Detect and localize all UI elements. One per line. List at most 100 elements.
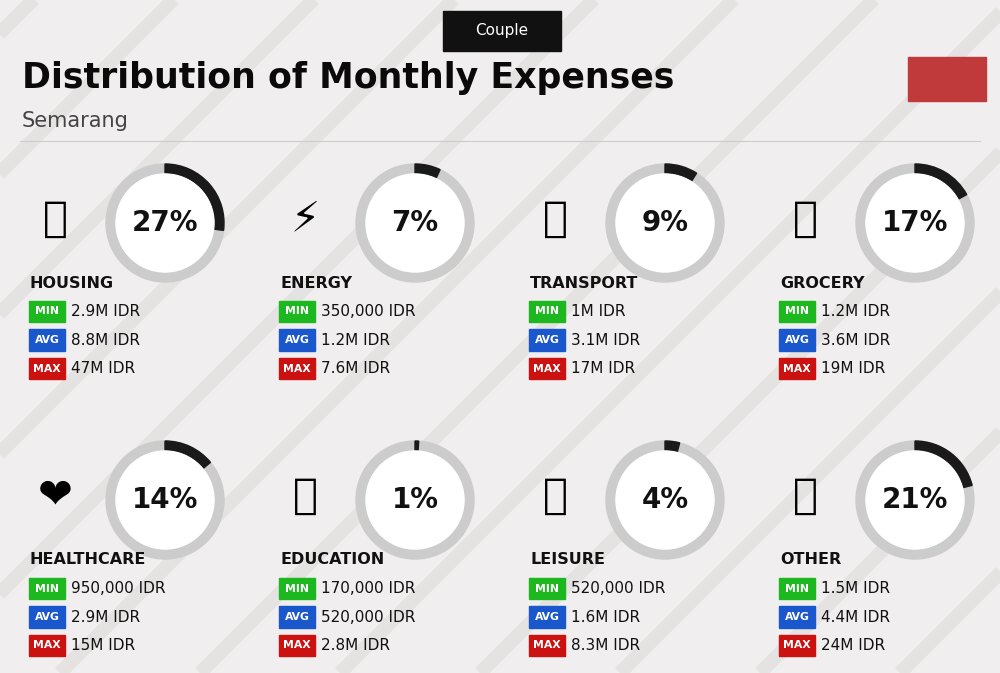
- Wedge shape: [415, 164, 440, 178]
- Circle shape: [616, 451, 714, 549]
- Wedge shape: [856, 164, 974, 282]
- Text: 🛍️: 🛍️: [543, 475, 568, 517]
- Text: 17%: 17%: [882, 209, 948, 237]
- FancyBboxPatch shape: [279, 606, 315, 628]
- FancyBboxPatch shape: [529, 635, 565, 656]
- FancyBboxPatch shape: [779, 635, 815, 656]
- FancyBboxPatch shape: [779, 577, 815, 599]
- FancyBboxPatch shape: [529, 358, 565, 380]
- Text: AVG: AVG: [35, 612, 59, 622]
- FancyBboxPatch shape: [29, 635, 65, 656]
- FancyBboxPatch shape: [29, 301, 65, 322]
- Text: ENERGY: ENERGY: [280, 275, 352, 291]
- Wedge shape: [165, 441, 210, 468]
- Text: 3.1M IDR: 3.1M IDR: [571, 332, 640, 347]
- Text: 1.5M IDR: 1.5M IDR: [821, 581, 890, 596]
- Text: 8.8M IDR: 8.8M IDR: [71, 332, 140, 347]
- Text: 9%: 9%: [642, 209, 688, 237]
- Text: MIN: MIN: [35, 583, 59, 594]
- Text: MAX: MAX: [283, 363, 311, 374]
- Text: HEALTHCARE: HEALTHCARE: [30, 553, 146, 567]
- Text: MIN: MIN: [785, 306, 809, 316]
- Text: OTHER: OTHER: [780, 553, 841, 567]
- FancyBboxPatch shape: [779, 301, 815, 322]
- Wedge shape: [415, 441, 419, 450]
- Text: 🏢: 🏢: [42, 198, 68, 240]
- Text: MIN: MIN: [35, 306, 59, 316]
- Text: 350,000 IDR: 350,000 IDR: [321, 304, 415, 319]
- Text: 1M IDR: 1M IDR: [571, 304, 626, 319]
- Text: 1.6M IDR: 1.6M IDR: [571, 610, 640, 625]
- Text: 💰: 💰: [793, 475, 818, 517]
- Text: MAX: MAX: [783, 641, 811, 651]
- Text: 3.6M IDR: 3.6M IDR: [821, 332, 890, 347]
- Text: MAX: MAX: [33, 641, 61, 651]
- Wedge shape: [606, 441, 724, 559]
- Text: 4.4M IDR: 4.4M IDR: [821, 610, 890, 625]
- Text: AVG: AVG: [535, 335, 559, 345]
- Text: 950,000 IDR: 950,000 IDR: [71, 581, 166, 596]
- Text: MAX: MAX: [33, 363, 61, 374]
- Text: 🎓: 🎓: [292, 475, 318, 517]
- Text: 2.9M IDR: 2.9M IDR: [71, 304, 140, 319]
- Text: MIN: MIN: [535, 306, 559, 316]
- Text: 2.9M IDR: 2.9M IDR: [71, 610, 140, 625]
- Wedge shape: [856, 441, 974, 559]
- Wedge shape: [356, 441, 474, 559]
- Text: 4%: 4%: [641, 486, 689, 514]
- FancyBboxPatch shape: [529, 606, 565, 628]
- Circle shape: [366, 174, 464, 272]
- Text: AVG: AVG: [285, 335, 309, 345]
- Text: LEISURE: LEISURE: [530, 553, 605, 567]
- Text: TRANSPORT: TRANSPORT: [530, 275, 638, 291]
- Text: 14%: 14%: [132, 486, 198, 514]
- FancyBboxPatch shape: [279, 577, 315, 599]
- FancyBboxPatch shape: [29, 577, 65, 599]
- Circle shape: [866, 174, 964, 272]
- Wedge shape: [606, 164, 724, 282]
- Text: Semarang: Semarang: [22, 111, 129, 131]
- Circle shape: [866, 451, 964, 549]
- Text: 17M IDR: 17M IDR: [571, 361, 635, 376]
- Text: MAX: MAX: [283, 641, 311, 651]
- Wedge shape: [106, 164, 224, 282]
- Text: 47M IDR: 47M IDR: [71, 361, 135, 376]
- Wedge shape: [106, 441, 224, 559]
- Text: 1.2M IDR: 1.2M IDR: [321, 332, 390, 347]
- Circle shape: [116, 174, 214, 272]
- FancyBboxPatch shape: [779, 329, 815, 351]
- Text: 🚌: 🚌: [543, 198, 568, 240]
- Wedge shape: [356, 164, 474, 282]
- Text: Distribution of Monthly Expenses: Distribution of Monthly Expenses: [22, 61, 674, 95]
- FancyBboxPatch shape: [279, 301, 315, 322]
- Text: 8.3M IDR: 8.3M IDR: [571, 638, 640, 653]
- Circle shape: [116, 451, 214, 549]
- Text: 15M IDR: 15M IDR: [71, 638, 135, 653]
- Text: 520,000 IDR: 520,000 IDR: [321, 610, 415, 625]
- FancyBboxPatch shape: [529, 577, 565, 599]
- Text: MIN: MIN: [785, 583, 809, 594]
- FancyBboxPatch shape: [29, 358, 65, 380]
- Text: AVG: AVG: [785, 612, 809, 622]
- Text: MAX: MAX: [533, 641, 561, 651]
- Wedge shape: [165, 164, 224, 230]
- Text: AVG: AVG: [535, 612, 559, 622]
- Text: 27%: 27%: [132, 209, 198, 237]
- Text: 2.8M IDR: 2.8M IDR: [321, 638, 390, 653]
- FancyBboxPatch shape: [908, 57, 986, 101]
- Text: ⚡: ⚡: [290, 198, 320, 240]
- FancyBboxPatch shape: [779, 358, 815, 380]
- Text: 21%: 21%: [882, 486, 948, 514]
- Text: 🛒: 🛒: [793, 198, 818, 240]
- Wedge shape: [915, 164, 967, 199]
- Text: 170,000 IDR: 170,000 IDR: [321, 581, 415, 596]
- FancyBboxPatch shape: [29, 606, 65, 628]
- FancyBboxPatch shape: [279, 635, 315, 656]
- Text: MIN: MIN: [285, 583, 309, 594]
- FancyBboxPatch shape: [529, 329, 565, 351]
- Wedge shape: [665, 164, 697, 181]
- Text: EDUCATION: EDUCATION: [280, 553, 384, 567]
- Text: AVG: AVG: [285, 612, 309, 622]
- Text: GROCERY: GROCERY: [780, 275, 865, 291]
- Circle shape: [616, 174, 714, 272]
